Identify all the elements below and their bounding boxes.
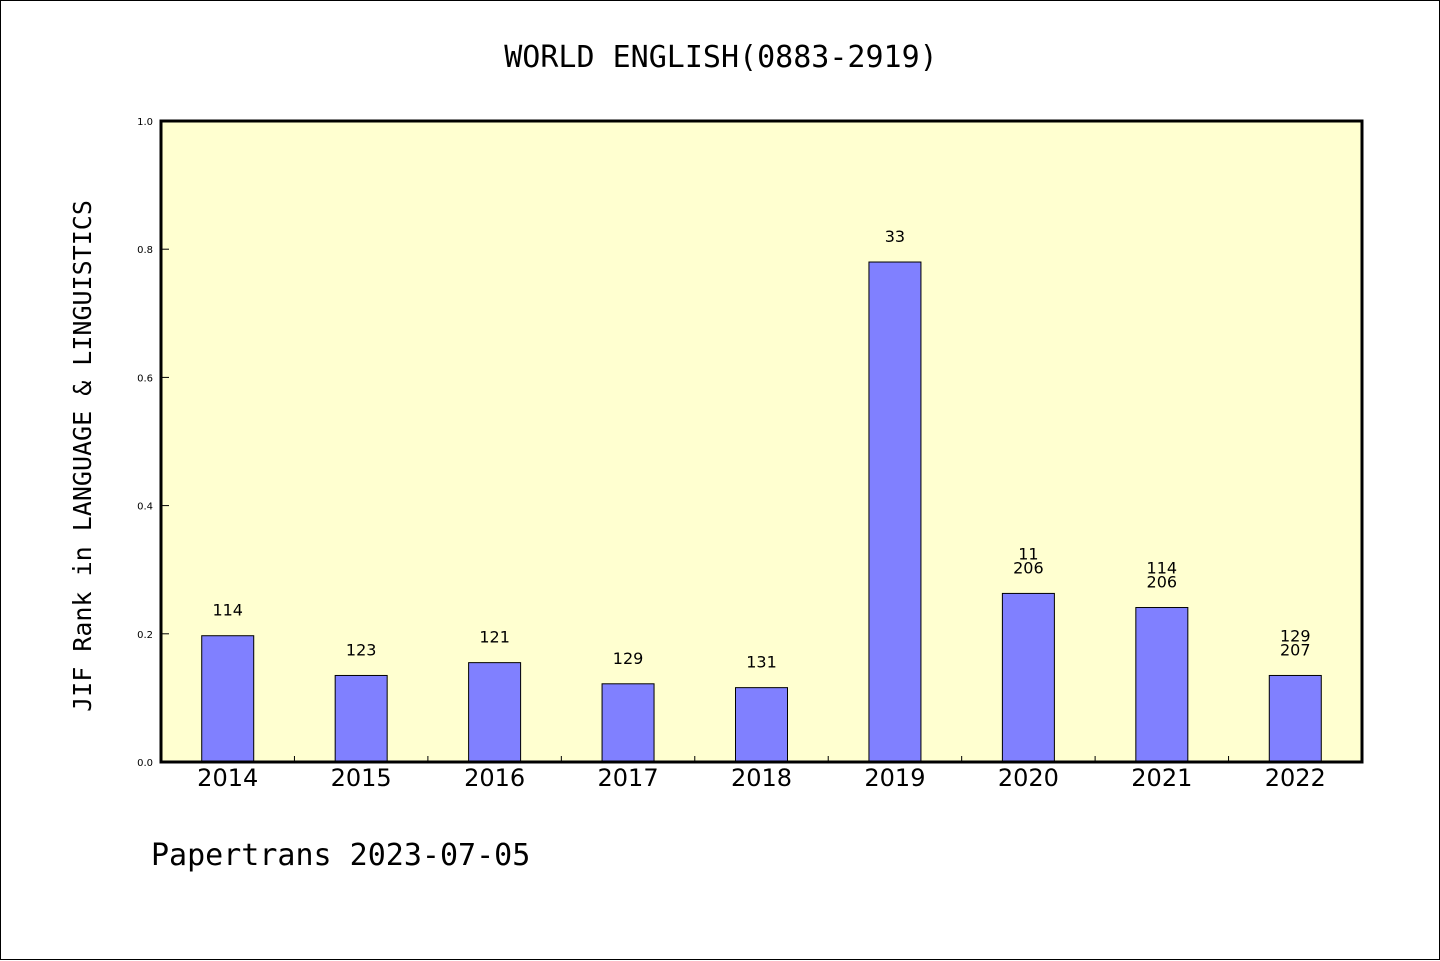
y-tick-label: 0.0 [137, 758, 153, 769]
data-label: 129 [613, 649, 644, 668]
footer-credit: Papertrans 2023-07-05 [151, 838, 530, 873]
x-tick-label: 2020 [998, 764, 1059, 792]
data-label: 114 [212, 601, 243, 620]
data-label: 131 [746, 653, 777, 672]
data-label: 33 [885, 227, 905, 246]
y-axis-label: JIF Rank in LANGUAGE & LINGUISTICS [68, 200, 97, 712]
bar-2021 [1135, 607, 1189, 763]
bar-2020 [1001, 592, 1055, 763]
data-label: 121 [479, 628, 510, 647]
data-label: 207 [1280, 640, 1311, 659]
y-tick-label: 0.8 [137, 245, 153, 256]
bar-2018 [735, 687, 788, 763]
x-tick-label: 2019 [864, 764, 925, 792]
x-axis-ticks: 2014 2015 2016 2017 2018 2019 2020 2021 2022 [197, 756, 1326, 792]
data-label: 114 [1147, 559, 1178, 578]
data-label: 129 [1280, 626, 1311, 645]
y-tick-label: 0.6 [137, 373, 153, 384]
data-label: 123 [346, 640, 377, 659]
data-label: 11 [1018, 544, 1038, 563]
x-tick-label: 2022 [1265, 764, 1326, 792]
chart-title: WORLD ENGLISH(0883-2919) [504, 40, 937, 75]
x-tick-label: 2015 [331, 764, 392, 792]
x-tick-label: 2016 [464, 764, 525, 792]
plot-border [159, 119, 1364, 764]
bars [201, 261, 1322, 763]
bar-2016 [468, 662, 522, 763]
y-tick-label: 1.0 [137, 117, 153, 128]
bar-2014 [201, 635, 255, 763]
data-label: 206 [1013, 558, 1044, 577]
bar-2022 [1268, 674, 1322, 763]
bar-2019 [868, 261, 922, 763]
y-tick-label: 0.2 [137, 630, 153, 641]
bar-2017 [601, 683, 655, 763]
y-tick-label: 0.4 [137, 502, 153, 513]
x-tick-label: 2017 [598, 764, 659, 792]
x-tick-label: 2014 [197, 764, 258, 792]
data-label: 206 [1147, 573, 1178, 592]
x-tick-label: 2018 [731, 764, 792, 792]
bar-2015 [334, 674, 388, 763]
x-tick-label: 2021 [1131, 764, 1192, 792]
